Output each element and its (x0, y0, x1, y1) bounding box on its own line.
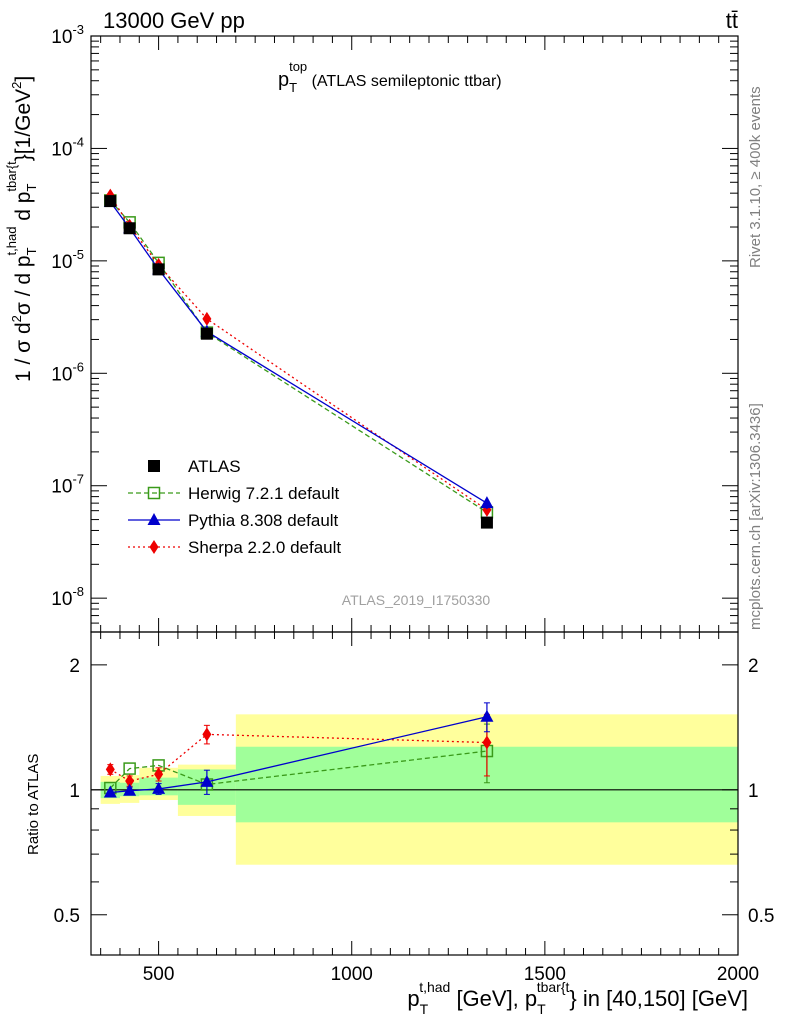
legend-label-sherpa: Sherpa 2.2.0 default (188, 538, 341, 557)
x-label-sub1: T (420, 1001, 429, 1017)
sherpa-line (109, 195, 488, 511)
y-label-part5: ] (12, 76, 35, 82)
pythia-ratio-point (480, 709, 494, 722)
sherpa-ratio-point (154, 767, 164, 782)
ratio-y-tick-label-right: 2 (748, 656, 759, 677)
legend: ATLAS Herwig 7.2.1 default Pythia 8.308 de… (128, 457, 341, 557)
y-tick-label: 10-5 (51, 247, 84, 273)
sherpa-ratio-point (105, 762, 115, 777)
atlas-point (123, 222, 136, 235)
sherpa-ratio-line (109, 733, 487, 782)
x-tick-label: 500 (143, 964, 175, 985)
legend-marker-herwig (147, 486, 161, 500)
legend-marker-pythia (147, 513, 161, 525)
legend-label-herwig: Herwig 7.2.1 default (188, 484, 339, 503)
sherpa-ratio-point (202, 727, 212, 742)
y-label-part1: 1 / σ d (12, 322, 35, 382)
legend-label-pythia: Pythia 8.308 default (188, 511, 339, 530)
pythia-ratio-point (152, 781, 166, 794)
plot-title: pTtop (ATLAS semileptonic ttbar) (278, 59, 502, 95)
y-tick-label: 10-4 (51, 134, 84, 160)
x-label-sub2: T (537, 1001, 546, 1017)
x-tick-label: 2000 (717, 964, 759, 985)
plot-title-sup: top (289, 59, 307, 74)
y-tick-label: 10-8 (51, 584, 84, 610)
y-tick-label: 10-3 (51, 22, 84, 48)
ratio-y-tick-label: 0.5 (54, 906, 80, 927)
upper-panel: 10-8 10-7 10-6 10-5 10-4 10-3 (51, 22, 739, 633)
x-label-p2: [GeV], p (450, 986, 537, 1011)
y-label-sup-thad: t,had (4, 227, 19, 256)
ratio-y-tick-label: 2 (69, 656, 80, 677)
x-tick-label: 1000 (331, 964, 373, 985)
rivet-label: Rivet 3.1.10, ≥ 400k events (747, 86, 764, 268)
process-label: tt̄ (726, 8, 738, 33)
ratio-y-tick-label: 1 (69, 781, 80, 802)
x-tick-label: 1500 (524, 964, 566, 985)
herwig-line (109, 199, 488, 513)
ratio-y-tick-label-right: 0.5 (748, 906, 774, 927)
energy-label: 13000 GeV pp (103, 8, 245, 33)
y-label-sup-ttbar: tbar{t (4, 161, 19, 192)
pythia-ratio-point (103, 785, 117, 798)
analysis-watermark: ATLAS_2019_I1750330 (342, 592, 491, 608)
y-label-sub-t2: T (24, 184, 39, 192)
ratio-y-tick-label-right: 1 (748, 781, 759, 802)
herwig-ratio-line (109, 750, 488, 789)
x-label-sup2: tbar{t (537, 979, 570, 995)
x-label-p1: p (407, 986, 419, 1011)
legend-marker-atlas (148, 460, 160, 472)
sherpa-point (202, 311, 212, 326)
y-axis-label-upper: 1 / σ d2σ / d pTt,had d pTtbar{t}[1/GeV2… (4, 76, 39, 382)
y-label-part3: d p (12, 192, 35, 227)
ratio-frame (90, 631, 739, 956)
y-tick-label: 10-6 (51, 359, 84, 385)
pythia-line (109, 201, 488, 504)
atlas-point (480, 516, 493, 529)
plot-title-rest: (ATLAS semileptonic ttbar) (307, 73, 501, 90)
pythia-point (480, 496, 494, 509)
y-label-part2: σ / d p (12, 255, 35, 315)
y-label-sup2b: 2 (9, 82, 24, 89)
x-label-sup1: t,had (419, 979, 450, 995)
atlas-point (104, 195, 117, 208)
sherpa-ratio-point (482, 735, 492, 750)
plot-title-main: p (278, 69, 289, 91)
x-axis-label: pTt,had [GeV], pTtbar{t} in [40,150] [Ge… (407, 979, 748, 1017)
y-label-sup2a: 2 (9, 315, 24, 322)
legend-marker-sherpa (149, 540, 159, 554)
sherpa-ratio-point (125, 774, 135, 789)
mcplots-label: mcplots.cern.ch [arXiv:1306.3436] (747, 403, 764, 630)
atlas-point (200, 327, 213, 340)
y-tick-label: 10-7 (51, 472, 84, 498)
pythia-ratio-point (200, 774, 214, 787)
ratio-panel: 500 1000 1500 2000 0.5 0.5 1 1 2 2 (54, 631, 774, 985)
pythia-ratio-point (123, 783, 137, 796)
y-label-part4: }[1/GeV (12, 89, 35, 161)
x-label-p3: } in [40,150] [GeV] (569, 986, 748, 1011)
y-label-sub-t1: T (24, 247, 39, 255)
atlas-point (152, 263, 165, 276)
legend-label-atlas: ATLAS (188, 457, 241, 476)
plot-title-sub: T (289, 80, 297, 95)
y-axis-label-ratio: Ratio to ATLAS (25, 754, 42, 855)
